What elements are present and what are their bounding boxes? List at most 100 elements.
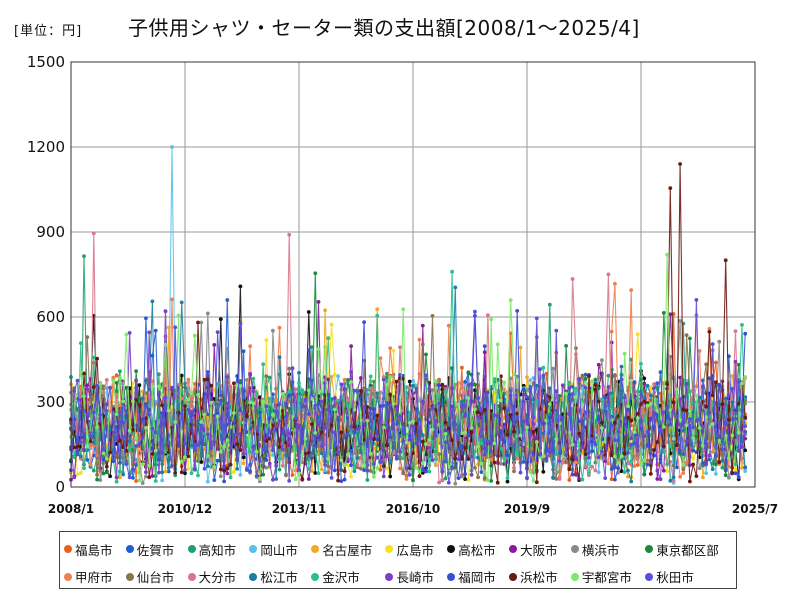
- data-point: [274, 477, 279, 481]
- data-point: [372, 475, 376, 479]
- data-point: [437, 379, 441, 384]
- data-point: [264, 338, 269, 342]
- data-point: [95, 356, 99, 361]
- data-point: [479, 441, 484, 446]
- data-point: [205, 454, 210, 458]
- data-point: [91, 440, 96, 445]
- data-point: [635, 396, 640, 401]
- data-point: [437, 480, 441, 485]
- data-point: [463, 430, 467, 435]
- data-point: [678, 423, 682, 427]
- data-point: [267, 429, 272, 434]
- data-point: [381, 474, 386, 479]
- data-point: [144, 316, 148, 321]
- data-point: [346, 463, 350, 467]
- data-point: [160, 403, 165, 408]
- data-point: [375, 437, 380, 442]
- data-point: [140, 396, 145, 401]
- data-point: [600, 449, 604, 454]
- data-point: [378, 356, 383, 360]
- data-point: [326, 394, 331, 398]
- data-point: [274, 409, 279, 414]
- data-point: [173, 420, 178, 424]
- data-point: [417, 469, 422, 474]
- data-point: [655, 381, 660, 386]
- data-point: [668, 312, 673, 317]
- data-point: [306, 388, 311, 393]
- data-point: [512, 457, 516, 461]
- data-point: [284, 473, 288, 478]
- data-point: [518, 345, 523, 350]
- data-point: [368, 451, 373, 456]
- data-point: [606, 373, 611, 378]
- data-point: [118, 438, 122, 443]
- data-point: [218, 393, 223, 398]
- data-point: [486, 390, 490, 395]
- data-point: [414, 386, 419, 391]
- data-point: [186, 377, 191, 382]
- data-point: [655, 440, 660, 444]
- data-point: [170, 385, 174, 390]
- data-point: [144, 470, 148, 475]
- data-point: [264, 465, 269, 470]
- data-point: [104, 378, 109, 382]
- data-point: [606, 461, 611, 466]
- data-point: [199, 454, 204, 458]
- data-point: [365, 405, 370, 409]
- data-point: [355, 426, 360, 431]
- data-point: [372, 407, 376, 411]
- data-point: [261, 472, 266, 477]
- data-point: [648, 385, 653, 390]
- data-point: [476, 455, 480, 460]
- data-point: [743, 469, 748, 473]
- data-point: [189, 471, 194, 475]
- data-point: [277, 355, 282, 359]
- data-point: [332, 372, 337, 377]
- data-point: [574, 352, 578, 357]
- data-point: [525, 375, 529, 379]
- data-point: [557, 459, 562, 463]
- data-point: [166, 325, 171, 330]
- data-point: [215, 382, 220, 386]
- data-point: [313, 443, 318, 448]
- data-point: [300, 388, 305, 393]
- data-point: [476, 444, 480, 449]
- data-point: [176, 444, 181, 448]
- data-point: [560, 460, 565, 465]
- data-point: [411, 478, 415, 483]
- data-point: [645, 383, 650, 388]
- data-point: [355, 388, 360, 393]
- y-axis-ticks: 0 300 600 900 1200 1500: [27, 53, 65, 496]
- legend-item: 秋田市: [645, 566, 732, 589]
- data-point: [111, 419, 116, 424]
- data-point: [303, 452, 308, 456]
- data-point: [381, 375, 386, 379]
- data-point: [75, 449, 80, 454]
- data-point: [131, 476, 135, 480]
- data-point: [463, 472, 467, 476]
- data-point: [456, 457, 461, 461]
- data-point: [466, 370, 471, 375]
- data-point: [626, 407, 630, 412]
- data-point: [75, 472, 80, 477]
- data-point: [98, 412, 103, 417]
- data-point: [118, 460, 122, 465]
- data-point: [486, 478, 490, 483]
- data-point: [179, 470, 184, 475]
- data-point: [147, 463, 152, 468]
- data-point: [248, 344, 253, 349]
- data-point: [489, 454, 494, 459]
- data-point: [525, 388, 529, 392]
- data-point: [691, 462, 695, 467]
- data-point: [684, 408, 689, 413]
- data-point: [85, 458, 90, 462]
- data-point: [502, 438, 507, 443]
- legend-item: 福岡市: [447, 566, 509, 589]
- data-point: [600, 426, 604, 430]
- data-point: [492, 441, 497, 446]
- data-point: [730, 433, 735, 438]
- data-point: [277, 325, 282, 330]
- data-point: [342, 469, 347, 474]
- data-point: [440, 477, 445, 482]
- data-point: [557, 477, 562, 481]
